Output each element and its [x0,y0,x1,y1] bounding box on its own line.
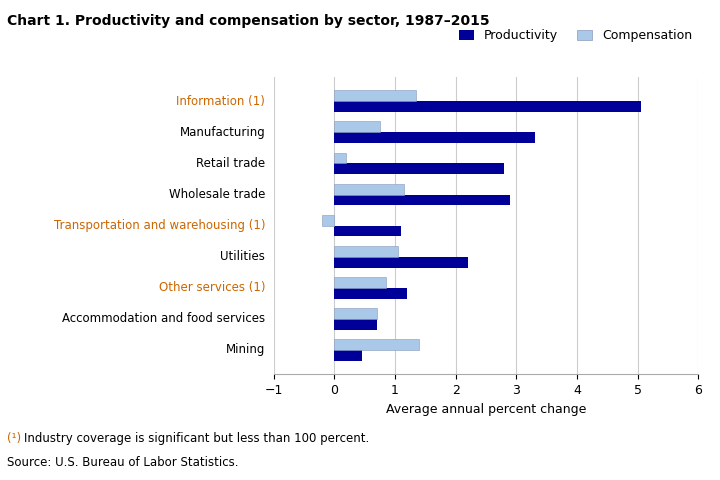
Text: Industry coverage is significant but less than 100 percent.: Industry coverage is significant but les… [24,432,370,445]
Bar [334,153,346,163]
Bar [334,350,361,361]
Bar [334,277,386,288]
Text: (¹): (¹) [7,432,25,445]
Bar [334,132,534,143]
Bar [334,288,407,299]
Text: Other services (1): Other services (1) [159,281,265,294]
Bar [334,308,377,319]
Text: Accommodation and food services: Accommodation and food services [62,312,265,325]
Bar [334,257,468,267]
Bar [322,215,334,226]
Bar [334,101,641,112]
Text: Information (1): Information (1) [176,95,265,108]
Bar [334,246,398,257]
Text: Chart 1. Productivity and compensation by sector, 1987–2015: Chart 1. Productivity and compensation b… [7,14,490,28]
Bar [334,319,377,330]
Bar [334,194,510,205]
Bar [334,121,380,132]
Text: Utilities: Utilities [220,250,265,263]
Text: Transportation and warehousing (1): Transportation and warehousing (1) [54,219,265,232]
Text: Retail trade: Retail trade [196,157,265,170]
Text: Mining: Mining [226,344,265,357]
Bar [334,163,504,174]
Bar [334,90,416,101]
Bar [334,184,404,194]
Text: Manufacturing: Manufacturing [179,126,265,139]
Text: Source: U.S. Bureau of Labor Statistics.: Source: U.S. Bureau of Labor Statistics. [7,456,239,469]
Legend: Productivity, Compensation: Productivity, Compensation [459,29,692,43]
Bar [334,226,401,237]
X-axis label: Average annual percent change: Average annual percent change [386,403,586,416]
Bar [334,339,419,350]
Text: Wholesale trade: Wholesale trade [169,188,265,201]
